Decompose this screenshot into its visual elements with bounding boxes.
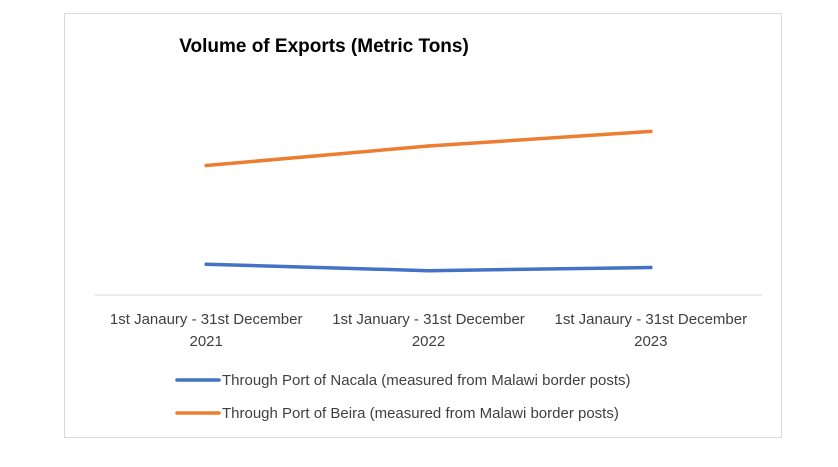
line-chart: Volume of Exports (Metric Tons) 1st Jana… [95, 36, 762, 422]
legend-label-2: Through Port of Beira (measured from Mal… [222, 405, 619, 422]
legend-item-1: Through Port of Nacala (measured from Ma… [175, 372, 631, 389]
x-tick-labels: 1st Janaury - 31st December 2021 1st Janua… [110, 311, 747, 350]
legend-item-2: Through Port of Beira (measured from Mal… [175, 405, 619, 422]
legend: Through Port of Nacala (measured from Ma… [175, 372, 631, 422]
chart-title: Volume of Exports (Metric Tons) [179, 36, 469, 57]
x-tick-label-3: 1st Janaury - 31st December 2023 [555, 311, 748, 350]
chart-area: Volume of Exports (Metric Tons) 1st Jana… [64, 13, 782, 438]
x-tick-label-1: 1st Janaury - 31st December 2021 [110, 311, 303, 350]
data-point-series-2-2 [426, 144, 431, 148]
data-point-series-1-3 [649, 265, 653, 270]
legend-label-1: Through Port of Nacala (measured from Ma… [222, 372, 631, 389]
x-tick-label-2: 1st January - 31st December 2022 [332, 311, 525, 350]
series-line-2 [204, 129, 653, 168]
data-point-series-1-1 [204, 262, 208, 266]
data-point-series-2-1 [204, 163, 208, 168]
data-point-series-1-2 [426, 268, 431, 273]
data-point-series-2-3 [649, 129, 653, 134]
series-layer [204, 129, 653, 273]
